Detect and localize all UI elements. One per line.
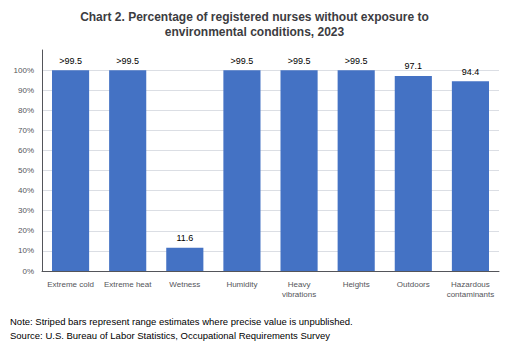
svg-text:Note: Striped bars represent r: Note: Striped bars represent range estim… bbox=[10, 316, 353, 327]
svg-text:Hazardous: Hazardous bbox=[451, 280, 490, 289]
svg-text:40%: 40% bbox=[18, 186, 34, 195]
svg-text:90%: 90% bbox=[18, 86, 34, 95]
svg-text:contaminants: contaminants bbox=[447, 290, 495, 299]
svg-text:>99.5: >99.5 bbox=[116, 56, 139, 66]
svg-text:20%: 20% bbox=[18, 226, 34, 235]
svg-text:>99.5: >99.5 bbox=[288, 56, 311, 66]
svg-text:environmental conditions, 2023: environmental conditions, 2023 bbox=[165, 25, 345, 39]
svg-text:Extreme cold: Extreme cold bbox=[47, 280, 94, 289]
svg-text:Humidity: Humidity bbox=[226, 280, 257, 289]
svg-text:80%: 80% bbox=[18, 106, 34, 115]
svg-text:97.1: 97.1 bbox=[405, 61, 423, 71]
svg-text:0%: 0% bbox=[22, 267, 34, 276]
svg-text:>99.5: >99.5 bbox=[345, 56, 368, 66]
svg-text:11.6: 11.6 bbox=[176, 233, 193, 243]
svg-text:>99.5: >99.5 bbox=[59, 56, 82, 66]
svg-text:Source: U.S. Bureau of Labor S: Source: U.S. Bureau of Labor Statistics,… bbox=[10, 330, 330, 341]
svg-text:50%: 50% bbox=[18, 166, 34, 175]
svg-text:Heavy: Heavy bbox=[288, 280, 311, 289]
svg-text:Chart 2. Percentage of registe: Chart 2. Percentage of registered nurses… bbox=[80, 10, 429, 24]
svg-text:>99.5: >99.5 bbox=[231, 56, 254, 66]
svg-text:70%: 70% bbox=[18, 126, 34, 135]
svg-text:60%: 60% bbox=[18, 146, 34, 155]
svg-text:Heights: Heights bbox=[343, 280, 370, 289]
svg-text:Outdoors: Outdoors bbox=[397, 280, 430, 289]
svg-text:Wetness: Wetness bbox=[169, 280, 200, 289]
svg-text:30%: 30% bbox=[18, 206, 34, 215]
svg-text:vibrations: vibrations bbox=[282, 290, 316, 299]
svg-text:100%: 100% bbox=[14, 66, 34, 75]
svg-text:94.4: 94.4 bbox=[462, 67, 480, 77]
svg-text:Extreme heat: Extreme heat bbox=[104, 280, 152, 289]
svg-text:10%: 10% bbox=[18, 246, 34, 255]
